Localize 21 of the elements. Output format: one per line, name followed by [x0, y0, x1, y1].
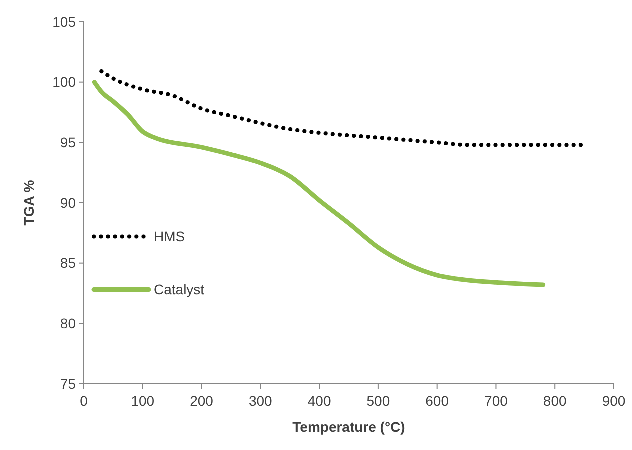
- legend-label: HMS: [154, 228, 186, 245]
- y-tick-label: 75: [60, 376, 76, 392]
- y-tick-label: 80: [60, 316, 76, 332]
- y-tick-label: 90: [60, 194, 76, 211]
- x-tick-label: 200: [190, 393, 214, 409]
- y-tick-label: 85: [60, 255, 76, 272]
- x-tick-label: 300: [248, 393, 273, 409]
- x-tick-label: 800: [543, 393, 568, 409]
- x-tick-label: 400: [308, 393, 332, 409]
- x-tick-label: 700: [484, 393, 508, 409]
- x-axis-title: Temperature (°C): [292, 419, 406, 435]
- y-tick-label: 95: [60, 134, 76, 151]
- x-tick-label: 500: [366, 393, 390, 409]
- x-tick-label: 600: [426, 393, 450, 409]
- x-tick-label: 900: [602, 393, 626, 409]
- y-tick-label: 105: [52, 14, 76, 30]
- y-axis-title: TGA %: [21, 180, 37, 226]
- legend-label: Catalyst: [154, 282, 205, 298]
- x-tick-label: 0: [80, 393, 88, 409]
- x-tick-label: 100: [131, 393, 155, 409]
- y-tick-label: 100: [52, 74, 76, 90]
